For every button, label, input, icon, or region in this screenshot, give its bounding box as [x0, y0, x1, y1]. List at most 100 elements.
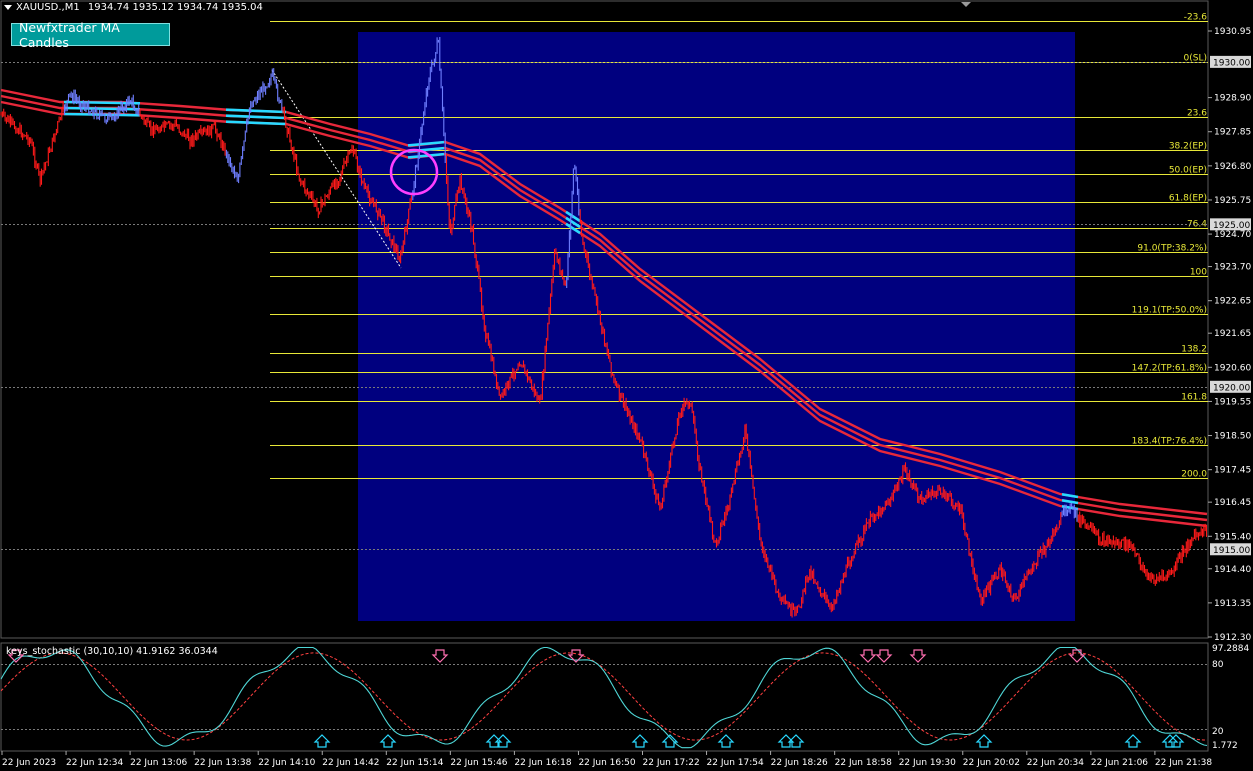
fib-level-label: 200.0 [1181, 470, 1207, 480]
buy-arrow-icon [1161, 734, 1179, 748]
buy-arrow-icon [485, 734, 503, 748]
chart-shift-marker[interactable] [961, 2, 971, 7]
time-axis-label: 22 Jun 19:30 [899, 758, 956, 768]
price-axis-label: 1928.90 [1214, 94, 1251, 104]
price-axis-label: 1921.65 [1214, 329, 1251, 339]
price-tag-label: 1920.00 [1213, 383, 1250, 393]
time-axis-label: 22 Jun 14:10 [258, 758, 315, 768]
price-tag-label: 1930.00 [1213, 58, 1250, 68]
ma-touch-segment [565, 210, 581, 223]
fib-level-label: 161.8 [1181, 393, 1207, 403]
price-axis-label: 1926.80 [1214, 162, 1251, 172]
entry-circle-marker [389, 148, 439, 196]
fib-level-label: 138.2 [1181, 345, 1207, 355]
stoch-main-line [0, 646, 1208, 749]
fib-level-label: 100 [1190, 268, 1207, 278]
price-tag [1210, 380, 1251, 393]
ma-touch-segment [407, 140, 445, 147]
time-axis-label: 22 Jun 21:06 [1091, 758, 1148, 768]
stoch-axis-label: 20 [1212, 727, 1224, 737]
moving-average-line [0, 88, 1208, 516]
price-axis-label: 1915.40 [1214, 532, 1251, 542]
sell-arrow-icon [431, 649, 449, 663]
price-axis-label: 1925.75 [1214, 196, 1251, 206]
sell-arrow-icon [875, 649, 893, 663]
buy-arrow-icon [777, 734, 795, 748]
ma-touch-segment [225, 114, 287, 120]
time-axis-label: 22 Jun 13:06 [130, 758, 187, 768]
stoch-axis-label: 80 [1212, 660, 1224, 670]
price-axis-label: 1918.50 [1214, 432, 1251, 442]
price-tag-label: 1925.00 [1213, 221, 1250, 231]
buy-arrow-icon [313, 734, 331, 748]
fib-level-label: 23.6 [1187, 109, 1207, 119]
ohlc-values: 1934.74 1935.12 1934.74 1935.04 [87, 2, 263, 13]
price-axis-label: 1930.95 [1214, 27, 1251, 37]
price-axis-label: 1922.65 [1214, 297, 1251, 307]
time-axis-label: 22 Jun 20:02 [963, 758, 1020, 768]
price-axis-label: 1920.60 [1214, 363, 1251, 373]
ma-touch-segment [1061, 493, 1079, 499]
ma-touch-segment [63, 106, 141, 111]
stoch-axis-label: 97.2884 [1212, 644, 1249, 654]
fib-anchor-trendline[interactable] [271, 69, 402, 269]
ma-touch-segment [407, 152, 445, 159]
buy-arrow-icon [379, 734, 397, 748]
buy-arrow-icon [661, 734, 679, 748]
fib-level-label: -23.6 [1184, 13, 1208, 23]
stochastic-title: keys_stochastic (30,10,10) 41.9162 36.03… [6, 646, 218, 657]
ma-touch-segment [225, 108, 287, 114]
buy-arrow-icon [717, 734, 735, 748]
sell-arrow-icon [1068, 649, 1086, 663]
sell-arrow-icon [859, 649, 877, 663]
price-axis-label: 1927.85 [1214, 128, 1251, 138]
time-axis-label: 22 Jun 2023 [2, 758, 56, 768]
ea-ma-candles-button[interactable]: Newfxtrader MA Candles [11, 20, 170, 50]
price-tag-label: 1915.00 [1213, 546, 1250, 556]
fib-level-label: 119.1(TP:50.0%) [1132, 306, 1207, 316]
symbol-name: XAUUSD.,M1 [16, 2, 80, 13]
fib-level-label: 38.2(EP) [1169, 142, 1207, 152]
fib-level-label: 50.0(EP) [1169, 166, 1207, 176]
price-tag [1210, 218, 1251, 231]
dropdown-triangle-icon[interactable] [4, 4, 12, 10]
fib-level-label: 147.2(TP:61.8%) [1132, 364, 1207, 374]
price-axis-label: 1912.30 [1214, 633, 1251, 643]
time-axis-label: 22 Jun 18:26 [771, 758, 828, 768]
time-axis-label: 22 Jun 16:50 [578, 758, 635, 768]
stoch-signal-line [0, 652, 1207, 741]
buy-arrow-icon [631, 734, 649, 748]
buy-arrow-icon [494, 734, 512, 748]
price-axis-label: 1919.55 [1214, 397, 1251, 407]
price-tag [1210, 543, 1251, 556]
fib-level-label: 0(SL) [1184, 54, 1207, 64]
ma-touch-segment [1061, 499, 1079, 505]
fib-level-label: 61.8(EP) [1169, 194, 1207, 204]
moving-average-line [0, 100, 1208, 528]
ea-button-label: Newfxtrader MA Candles [19, 19, 120, 50]
price-axis-label: 1913.35 [1214, 599, 1251, 609]
buy-arrow-icon [1167, 734, 1185, 748]
ma-touch-segment [565, 216, 581, 229]
ma-touch-segment [565, 222, 581, 235]
price-tag [1210, 55, 1251, 68]
time-axis-label: 22 Jun 20:34 [1027, 758, 1084, 768]
indicator-frame [0, 642, 1209, 752]
time-axis-label: 22 Jun 18:58 [835, 758, 892, 768]
buy-arrow-icon [1124, 734, 1142, 748]
time-axis-label: 22 Jun 16:18 [514, 758, 571, 768]
price-axis-label: 1923.70 [1214, 263, 1251, 273]
sell-arrow-icon [909, 649, 927, 663]
moving-average-line [0, 94, 1208, 522]
fib-level-label: 91.0(TP:38.2%) [1137, 244, 1207, 254]
buy-arrow-icon [975, 734, 993, 748]
buy-arrow-icon [787, 734, 805, 748]
price-axis-label: 1917.45 [1214, 466, 1251, 476]
ma-touch-segment [225, 120, 287, 126]
price-axis-label: 1924.70 [1214, 230, 1251, 240]
time-axis-label: 22 Jun 15:46 [450, 758, 507, 768]
time-axis-label: 22 Jun 15:14 [386, 758, 443, 768]
sell-arrow-icon [7, 649, 25, 663]
time-axis-label: 22 Jun 12:34 [66, 758, 123, 768]
